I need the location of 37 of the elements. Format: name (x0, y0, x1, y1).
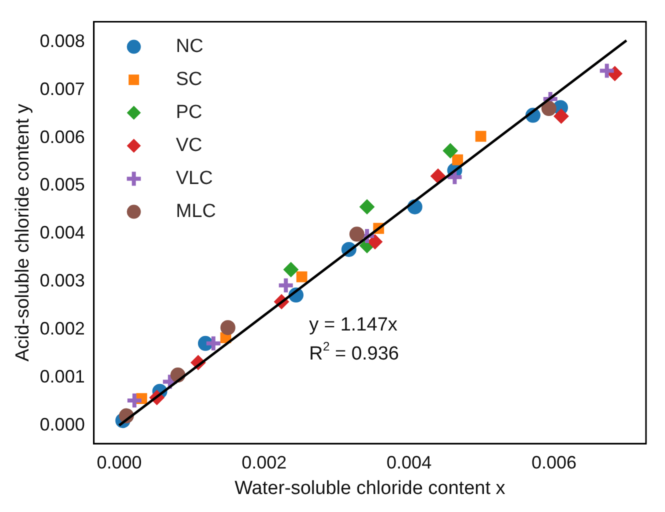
y-tick-label: 0.001 (40, 366, 85, 386)
x-tick-label: 0.002 (242, 452, 287, 472)
y-tick-label: 0.008 (40, 30, 85, 51)
point (367, 234, 382, 250)
y-tick-label: 0.006 (40, 126, 85, 147)
point (276, 276, 295, 294)
point (554, 108, 569, 124)
point (598, 62, 616, 80)
x-axis-title: Water-soluble chloride content x (234, 478, 506, 499)
y-tick-label: 0.000 (40, 414, 85, 434)
x-tick-label: 0.004 (386, 452, 432, 472)
annotation: y = 1.147x (309, 314, 398, 336)
legend-label: VLC (176, 168, 213, 190)
point (452, 154, 464, 166)
y-tick-label: 0.005 (40, 174, 85, 195)
point (430, 168, 446, 184)
point (541, 101, 556, 116)
point (360, 199, 375, 214)
y-tick-label: 0.007 (40, 78, 85, 99)
x-tick-label: 0.006 (531, 452, 576, 472)
legend-label: MLC (176, 201, 216, 222)
point (349, 226, 364, 242)
y-axis-title: Acid-soluble chloride content y (12, 103, 34, 362)
y-tick-label: 0.003 (40, 270, 85, 291)
legend-label: VC (176, 135, 202, 156)
x-tick-label: 0.000 (96, 452, 142, 472)
point (475, 130, 486, 142)
point (220, 320, 236, 336)
point (296, 271, 308, 282)
y-tick-label: 0.004 (40, 222, 85, 243)
point (283, 262, 298, 278)
y-tick-label: 0.002 (40, 318, 85, 338)
legend-label: NC (176, 36, 204, 58)
point (442, 143, 458, 158)
point (204, 334, 222, 352)
legend-label: SC (176, 69, 202, 90)
legend-label: PC (176, 102, 202, 124)
